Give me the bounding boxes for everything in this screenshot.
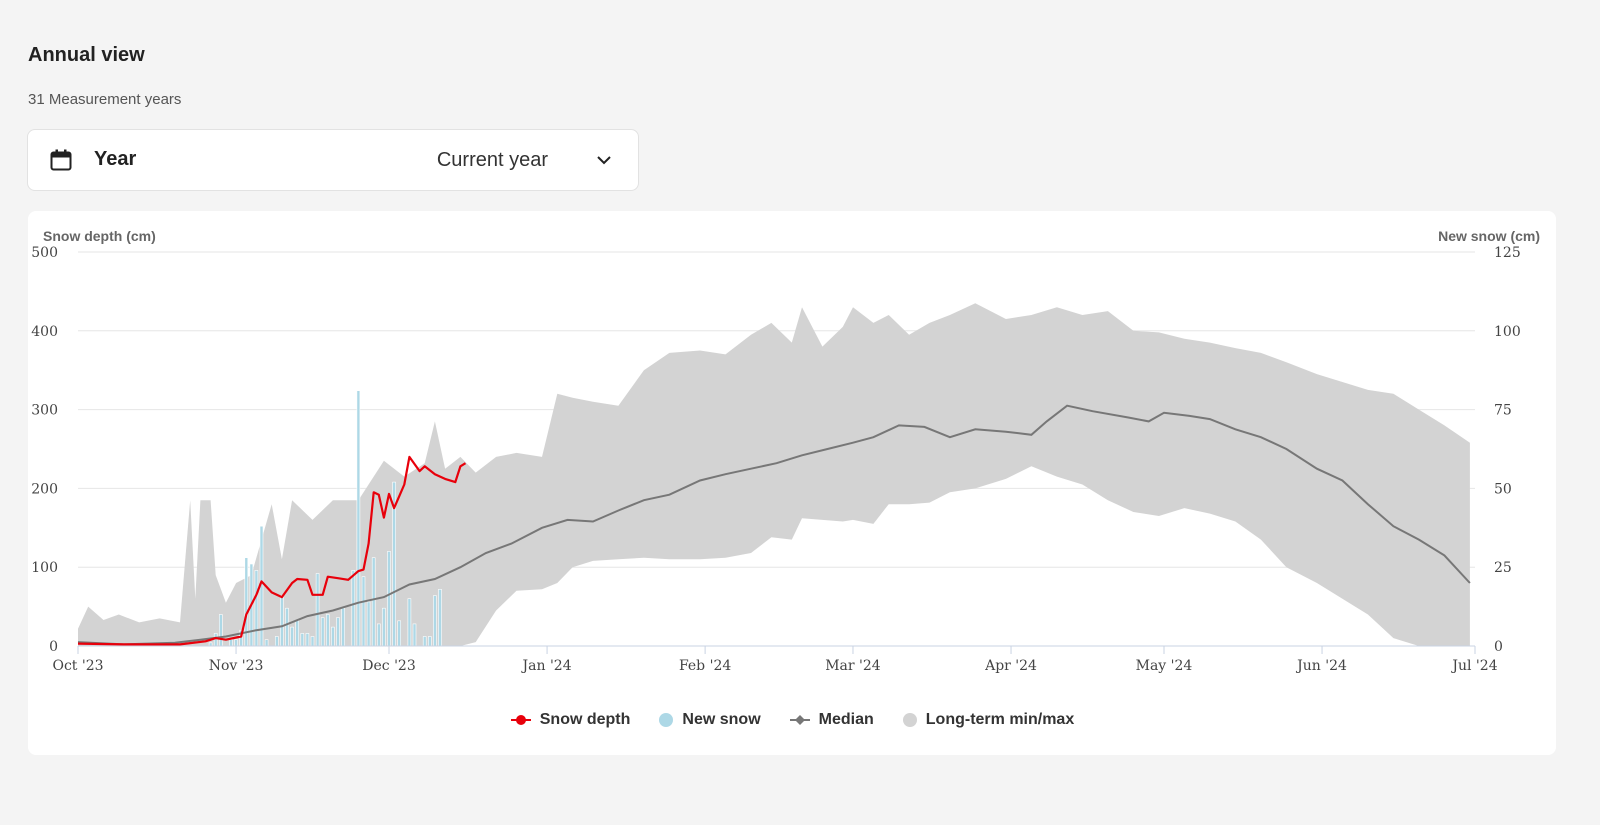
y-tick-right: 25 xyxy=(1494,560,1512,576)
new-snow-bar xyxy=(356,390,361,647)
legend-label: Long-term min/max xyxy=(925,711,1075,728)
new-snow-bar xyxy=(280,595,284,647)
y-tick-left: 400 xyxy=(31,324,58,340)
y-tick-left: 500 xyxy=(31,245,58,261)
new-snow-bar xyxy=(320,617,325,647)
legend-label: Snow depth xyxy=(539,711,631,728)
chevron-down-icon xyxy=(597,156,611,165)
new-snow-bar xyxy=(310,636,315,647)
new-snow-bar xyxy=(397,620,402,647)
year-label: Year xyxy=(94,148,137,170)
new-snow-bar xyxy=(219,614,223,647)
right-axis-title: New snow (cm) xyxy=(1438,228,1540,244)
x-tick-label: Jul '24 xyxy=(1450,658,1497,674)
y-tick-right: 100 xyxy=(1494,324,1521,340)
new-snow-legend-icon xyxy=(659,713,674,727)
measurement-years: 31 Measurement years xyxy=(28,91,182,108)
new-snow-bar xyxy=(229,639,233,647)
new-snow-bar xyxy=(341,607,345,647)
legend-snow-depth[interactable]: Snow depth xyxy=(510,711,631,729)
new-snow-bar xyxy=(254,570,259,647)
y-tick-left: 0 xyxy=(49,639,58,655)
min-max-legend-icon xyxy=(902,713,917,727)
y-tick-right: 75 xyxy=(1494,403,1512,419)
x-tick-label: Dec '23 xyxy=(362,658,415,674)
new-snow-bar xyxy=(412,623,417,647)
x-tick-label: May '24 xyxy=(1136,658,1193,674)
new-snow-bar xyxy=(387,551,391,647)
legend-min-max[interactable]: Long-term min/max xyxy=(902,711,1074,729)
x-tick-label: Jan '24 xyxy=(521,658,572,674)
legend-label: New snow xyxy=(682,711,761,728)
new-snow-bar xyxy=(285,607,289,647)
snow-depth-line xyxy=(77,455,467,646)
new-snow-bar xyxy=(315,573,320,647)
new-snow-bar xyxy=(366,601,371,647)
y-tick-right: 125 xyxy=(1494,245,1521,261)
new-snow-bar xyxy=(422,636,427,647)
x-tick-label: Jun '24 xyxy=(1295,658,1347,674)
new-snow-bar xyxy=(295,620,300,647)
x-tick-label: Nov '23 xyxy=(209,658,264,674)
y-tick-right: 0 xyxy=(1494,639,1503,655)
median-legend-icon xyxy=(789,715,810,725)
x-tick-label: Mar '24 xyxy=(825,658,881,674)
chart-card: Snow depth (cm) New snow (cm) 0 0 100 25 200… xyxy=(28,211,1556,755)
legend-new-snow[interactable]: New snow xyxy=(658,711,761,729)
y-tick-left: 300 xyxy=(31,403,58,419)
snow-chart: Snow depth (cm) New snow (cm) 0 0 100 25 200… xyxy=(31,228,1540,674)
new-snow-bar xyxy=(407,598,412,647)
new-snow-bar xyxy=(376,623,381,647)
new-snow-bar xyxy=(290,626,294,647)
new-snow-bar xyxy=(325,614,330,647)
new-snow-bar xyxy=(264,639,269,647)
snow-depth-legend-icon xyxy=(510,715,531,725)
new-snow-bar xyxy=(351,570,356,647)
min-max-area xyxy=(78,303,1470,646)
y-tick-right: 50 xyxy=(1494,481,1512,497)
new-snow-bar xyxy=(382,607,386,647)
x-tick-label: Feb '24 xyxy=(679,658,731,674)
calendar-icon xyxy=(50,149,72,171)
page-title: Annual view xyxy=(28,44,145,66)
legend-label: Median xyxy=(818,711,874,728)
new-snow-bar xyxy=(371,557,376,647)
new-snow-bar xyxy=(305,633,310,647)
chart-legend: Snow depth New snow Median Long-term min… xyxy=(28,711,1556,729)
new-snow-bar xyxy=(331,626,335,647)
y-tick-left: 200 xyxy=(31,481,58,497)
new-snow-bar xyxy=(427,636,432,647)
left-axis-title: Snow depth (cm) xyxy=(43,228,156,244)
new-snow-bar xyxy=(361,576,366,647)
new-snow-bar xyxy=(300,633,305,647)
new-snow-bar xyxy=(438,588,442,647)
year-value: Current year xyxy=(436,149,548,171)
legend-median[interactable]: Median xyxy=(789,711,874,729)
new-snow-bar xyxy=(275,636,279,647)
x-tick-label: Apr '24 xyxy=(984,658,1037,674)
x-tick-label: Oct '23 xyxy=(52,658,103,674)
new-snow-bar xyxy=(234,639,238,647)
year-select[interactable]: Year Current year xyxy=(27,129,639,191)
new-snow-bar xyxy=(336,617,340,647)
median-line xyxy=(77,404,1471,646)
new-snow-bar xyxy=(433,595,437,647)
y-tick-left: 100 xyxy=(31,560,58,576)
new-snow-bar xyxy=(213,633,218,647)
